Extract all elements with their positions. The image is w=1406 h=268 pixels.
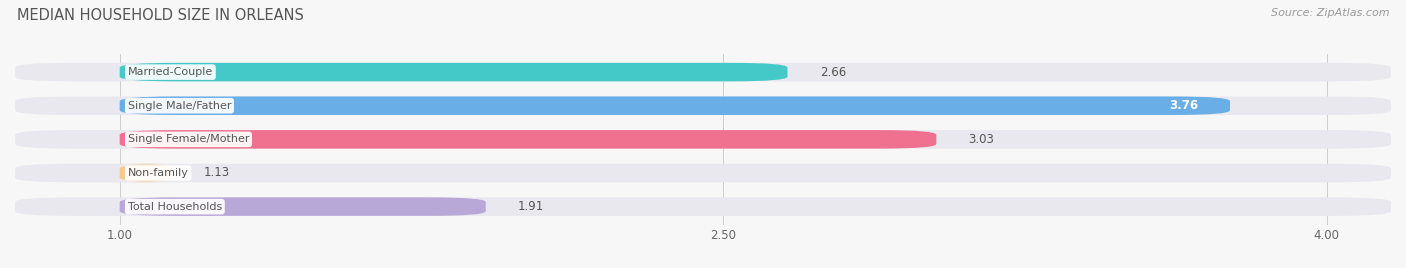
FancyBboxPatch shape: [120, 96, 1230, 115]
FancyBboxPatch shape: [15, 164, 1391, 182]
Text: Single Female/Mother: Single Female/Mother: [128, 134, 249, 144]
FancyBboxPatch shape: [15, 96, 1391, 115]
FancyBboxPatch shape: [120, 130, 936, 149]
Text: Source: ZipAtlas.com: Source: ZipAtlas.com: [1271, 8, 1389, 18]
Text: Non-family: Non-family: [128, 168, 188, 178]
Text: 3.03: 3.03: [969, 133, 994, 146]
FancyBboxPatch shape: [15, 197, 1391, 216]
Text: 1.13: 1.13: [204, 166, 231, 180]
FancyBboxPatch shape: [120, 63, 787, 81]
Text: Total Households: Total Households: [128, 202, 222, 212]
Text: Married-Couple: Married-Couple: [128, 67, 212, 77]
FancyBboxPatch shape: [15, 63, 1391, 81]
FancyBboxPatch shape: [120, 197, 485, 216]
Text: 3.76: 3.76: [1168, 99, 1198, 112]
Text: 1.91: 1.91: [517, 200, 544, 213]
Text: MEDIAN HOUSEHOLD SIZE IN ORLEANS: MEDIAN HOUSEHOLD SIZE IN ORLEANS: [17, 8, 304, 23]
Text: 2.66: 2.66: [820, 66, 846, 79]
FancyBboxPatch shape: [15, 130, 1391, 149]
Text: Single Male/Father: Single Male/Father: [128, 101, 231, 111]
FancyBboxPatch shape: [115, 164, 176, 182]
